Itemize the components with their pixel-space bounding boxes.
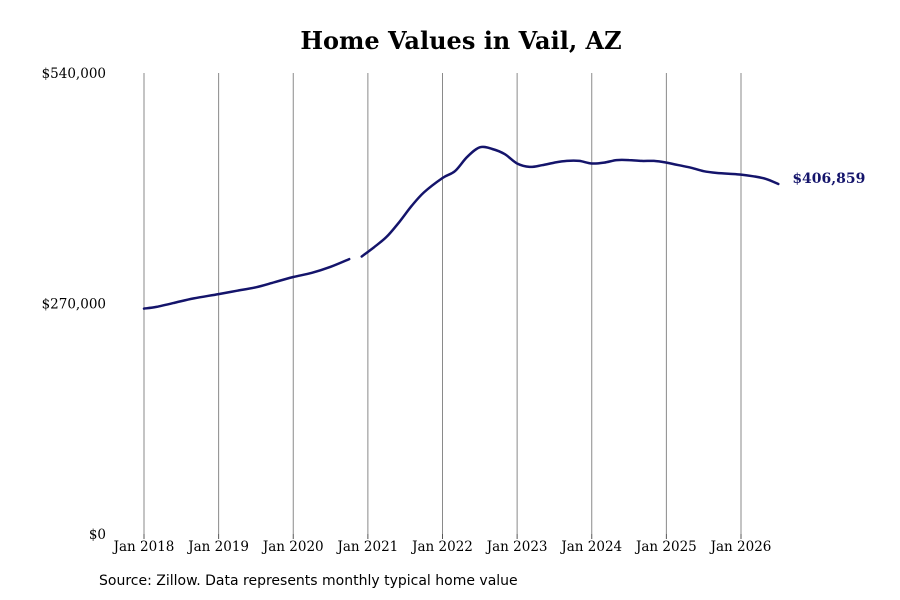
y-tick-label: $540,000 [42,66,106,82]
y-tick-label: $0 [89,527,106,543]
x-tick-label: Jan 2022 [410,539,473,555]
x-tick-label: Jan 2023 [485,539,548,555]
x-tick-label: Jan 2026 [709,539,772,555]
x-tick-label: Jan 2020 [261,539,324,555]
series-line [360,145,780,258]
x-tick-label: Jan 2021 [335,539,398,555]
x-tick-label: Jan 2024 [559,539,622,555]
x-tick-label: Jan 2018 [112,539,175,555]
x-tick-label: Jan 2025 [634,539,697,555]
chart-title: Home Values in Vail, AZ [300,26,622,55]
source-note: Source: Zillow. Data represents monthly … [99,573,518,589]
vertical-gridlines [143,73,742,534]
series-lines [142,145,780,310]
end-value-label: $406,859 [792,171,865,187]
y-tick-label: $270,000 [42,297,106,313]
tick-labels: Jan 2018 Jan 2019 Jan 2020 Jan 2021 Jan 2022… [42,66,866,555]
axes [143,534,742,539]
series-line [142,257,351,310]
x-tick-label: Jan 2019 [186,539,249,555]
